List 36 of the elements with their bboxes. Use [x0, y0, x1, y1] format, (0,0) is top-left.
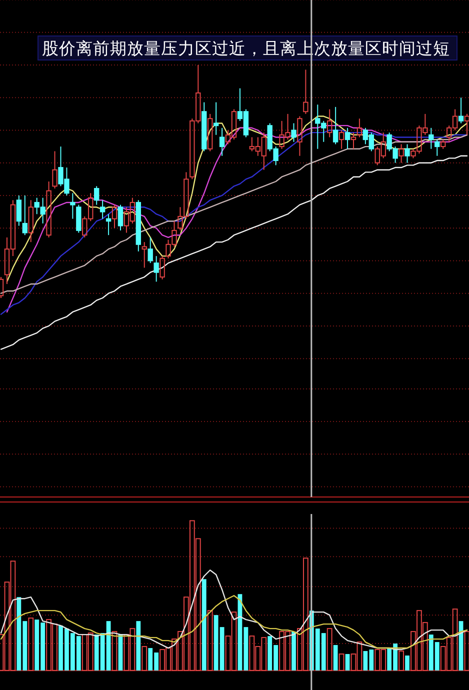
candlestick: [332, 106, 338, 145]
candlestick: [16, 194, 22, 226]
candlestick: [434, 139, 440, 156]
bar: [326, 628, 332, 671]
bar: [345, 654, 350, 670]
candlestick: [106, 214, 112, 236]
candlestick: [428, 127, 434, 150]
candlestick: [213, 102, 219, 136]
bar: [292, 632, 296, 670]
candlestick: [100, 200, 106, 220]
candlestick: [148, 236, 153, 264]
bar: [207, 610, 213, 671]
bar: [398, 650, 404, 671]
bar: [202, 579, 206, 670]
candlestick: [404, 144, 410, 164]
bar: [464, 631, 469, 671]
candlestick: [118, 204, 124, 231]
bar: [112, 631, 118, 671]
bar: [333, 645, 338, 670]
candlestick: [344, 127, 350, 150]
candlestick: [458, 97, 464, 124]
candlestick: [22, 194, 28, 236]
candlestick: [76, 204, 82, 234]
candlestick: [219, 127, 225, 156]
candlestick: [154, 256, 159, 282]
bar: [28, 618, 34, 671]
candlestick: [70, 192, 76, 220]
candlestick: [291, 122, 296, 142]
candlestick: [28, 200, 34, 243]
bar: [136, 621, 141, 670]
bar: [244, 627, 248, 670]
candlestick: [398, 144, 404, 164]
bar: [338, 654, 344, 671]
candlestick: [94, 186, 100, 206]
bar: [142, 646, 148, 671]
bar: [405, 656, 410, 670]
